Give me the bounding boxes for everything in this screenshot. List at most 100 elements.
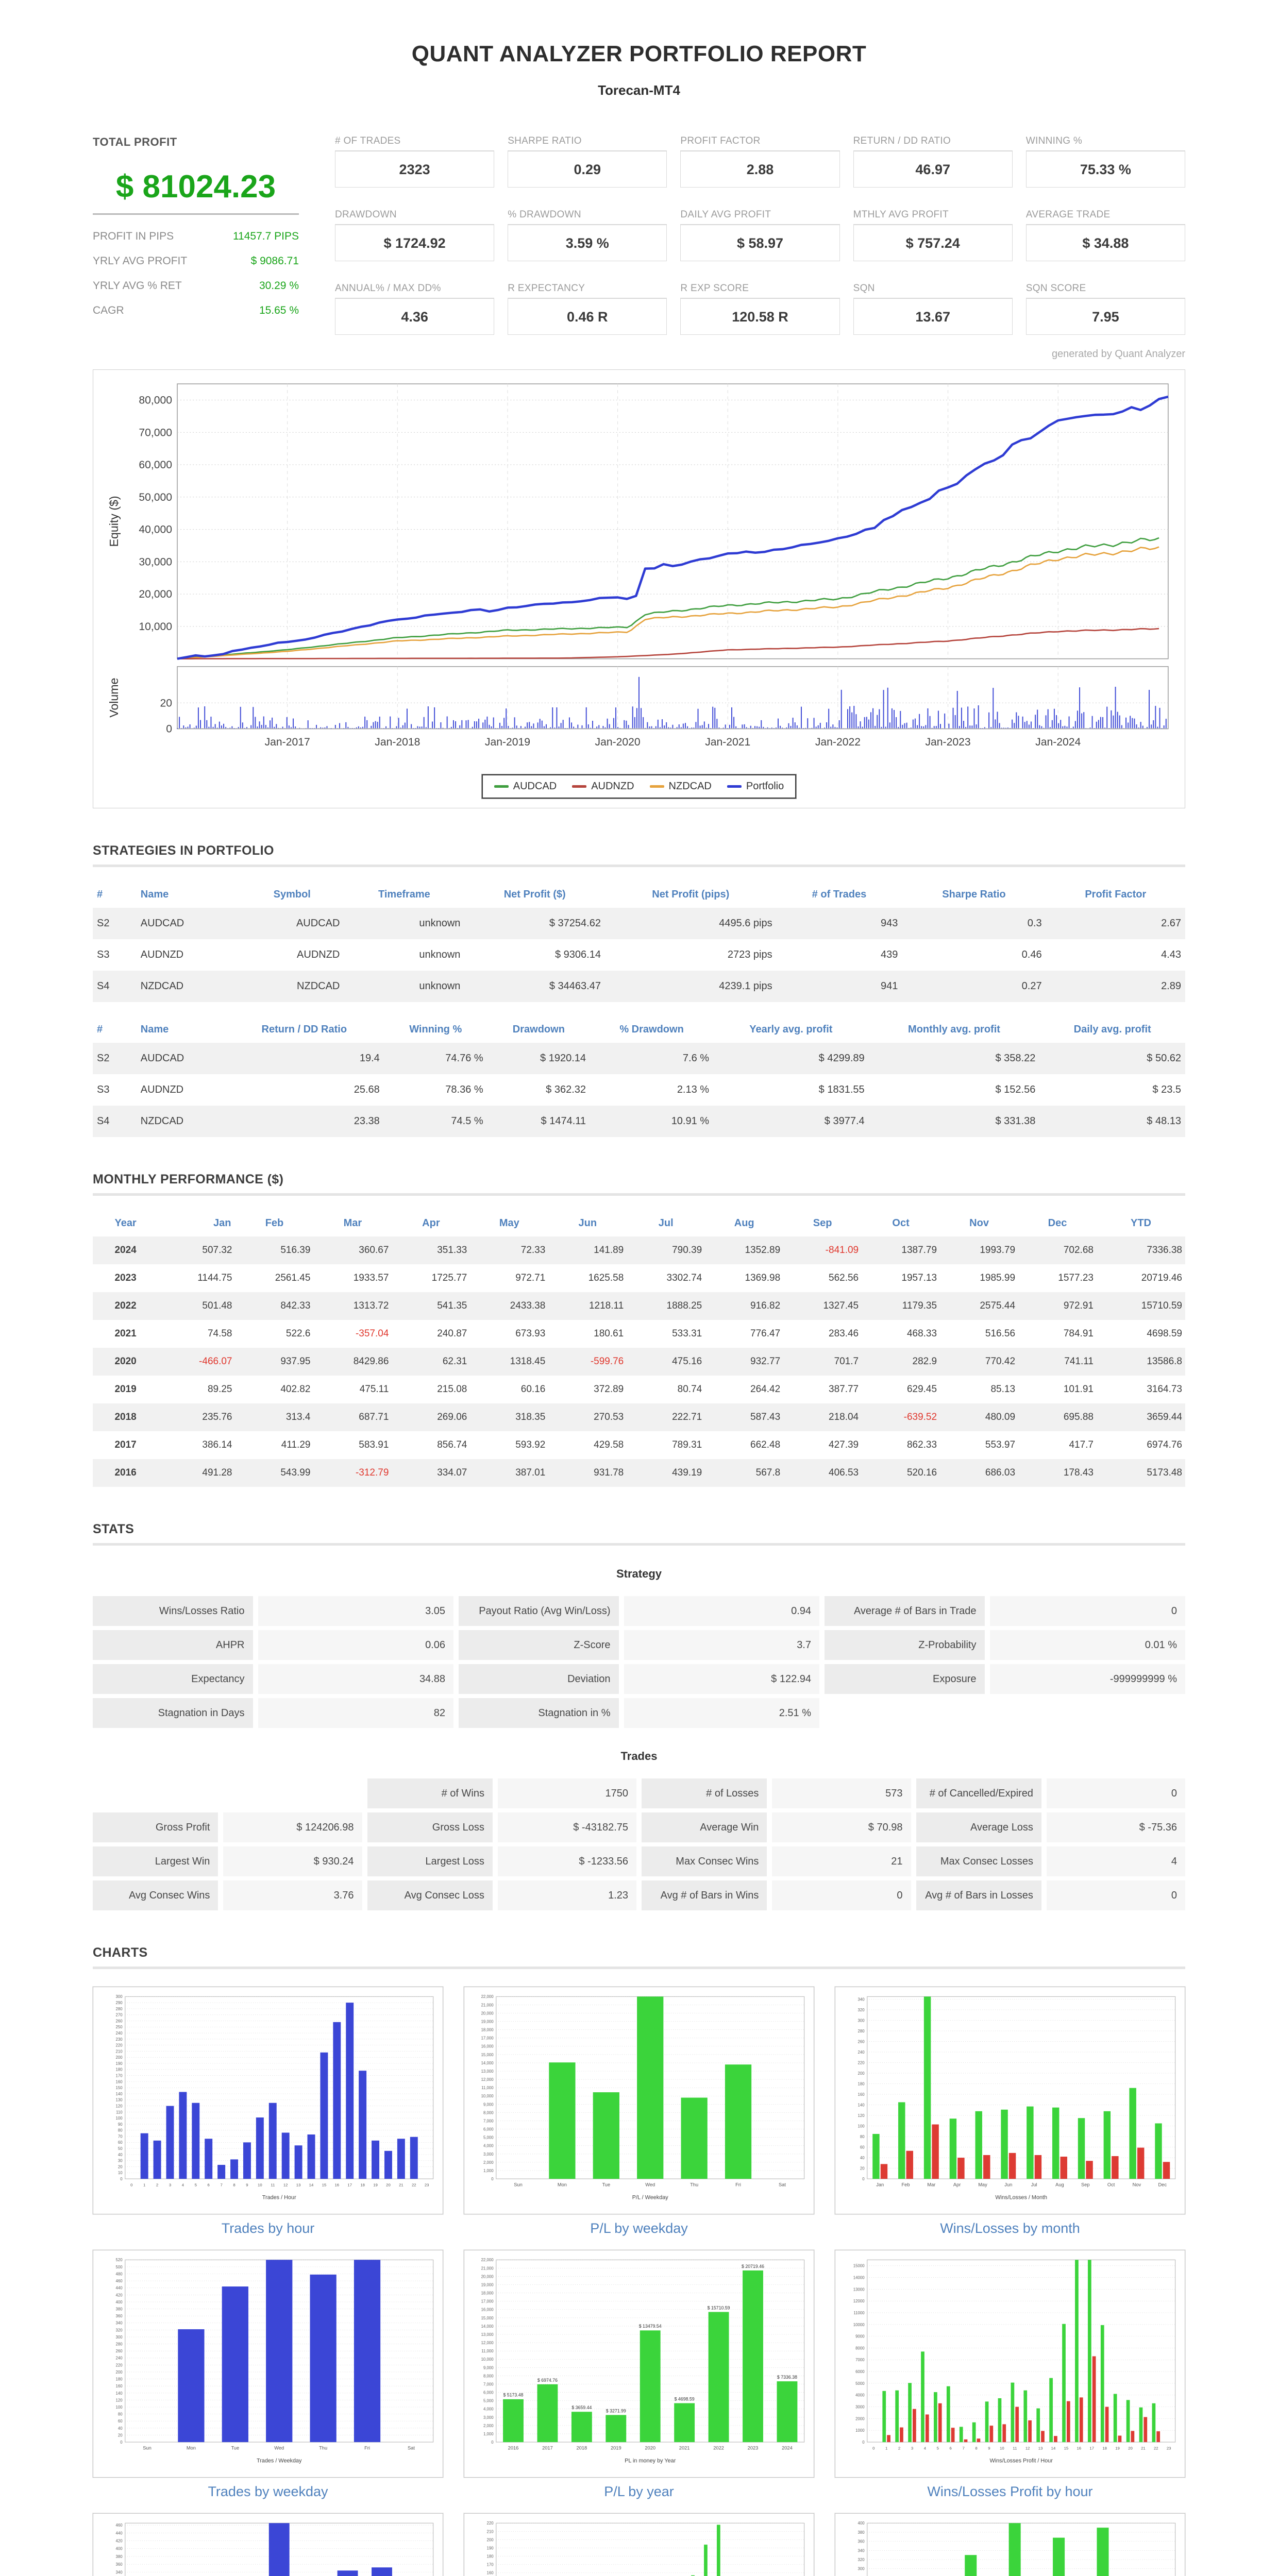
svg-text:0: 0 [166,723,172,735]
table-cell: 334.07 [392,1459,470,1487]
side-stat-value: $ 9086.71 [250,255,299,267]
svg-text:$ 15710.59: $ 15710.59 [708,2305,730,2310]
svg-text:100: 100 [115,2116,123,2121]
table-cell: 1625.58 [588,1273,624,1284]
svg-text:2018: 2018 [577,2446,587,2451]
stat-box-label: ANNUAL% / MAX DD% [335,283,495,299]
chart-frame: 0 1000 2000 3000 4000 5000 6000 7000 8000 9000 100… [834,2249,1186,2479]
table-header-row: # Name Return / DD Ratio Winning % Drawdown%… [93,1016,1185,1043]
table-cell: $ 37254.62 [464,908,605,940]
chart-caption: Wins/Losses Profit by hour [927,2484,1093,2500]
stat-value: 82 [258,1698,453,1728]
svg-text:160: 160 [115,2384,123,2388]
table-cell: 386.14 [202,1439,232,1451]
table-cell: S2 [93,1043,137,1075]
table-cell: 2016 [93,1459,159,1487]
svg-text:22,000: 22,000 [481,2258,494,2262]
table-cell: 25.68 [354,1084,380,1096]
table-cell: AUDNZD [140,949,184,961]
svg-text:22: 22 [1154,2446,1158,2451]
chart-frame: 0 1,000 2,000 3,000 4,000 5,000 6,000 7,000 8,00… [463,2249,815,2479]
table-cell: 3302.74 [666,1273,702,1284]
stat-box-value: $ 1724.92 [335,225,495,261]
page-title: QUANT ANALYZER PORTFOLIO REPORT [411,41,867,66]
stat-box: DRAWDOWN $ 1724.92 [335,209,495,261]
column-header: Nov [969,1217,989,1229]
stat-value: -999999999 % [989,1664,1185,1694]
svg-text:7,000: 7,000 [483,2119,494,2124]
stat-box-value: 75.33 % [1025,151,1185,188]
svg-text:280: 280 [115,2342,123,2347]
side-stat-value: 11457.7 PIPS [232,230,299,242]
svg-text:300: 300 [857,2018,865,2023]
table-cell: 439.19 [627,1459,705,1487]
table-cell: 2723 pips [727,949,772,961]
stat-box-label: SQN SCORE [1025,283,1185,299]
stat-value: 3.76 [223,1880,362,1911]
table-cell: S2 [93,908,137,940]
svg-text:Nov: Nov [1133,2182,1141,2188]
svg-text:240: 240 [857,2050,865,2055]
column-header: Sharpe Ratio [942,889,1006,901]
stat-label: Stagnation in Days [93,1698,253,1728]
stats-trades-grid: # of Wins 1750 # of Losses 573 # of Cancelle… [93,1778,1185,1911]
table-row: 2016 491.28 543.99 -312.79 334.07 387.01 931.7… [93,1459,1185,1487]
column-header: Profit Factor [1085,889,1147,901]
svg-text:$ 3659.44: $ 3659.44 [571,2405,592,2410]
legend-swatch [572,785,587,788]
table-cell: 74.58 [207,1328,232,1340]
svg-text:380: 380 [115,2554,123,2559]
svg-text:2016: 2016 [508,2446,519,2451]
svg-text:14,000: 14,000 [481,2061,494,2065]
table-cell: unknown [344,971,465,1003]
svg-text:5,000: 5,000 [483,2136,494,2140]
svg-text:18,000: 18,000 [481,2291,494,2296]
table-cell: 141.89 [548,1236,627,1265]
table-cell: 4.43 [1161,949,1181,961]
svg-text:18,000: 18,000 [481,2028,494,2032]
svg-text:Jan-2021: Jan-2021 [705,736,750,748]
column-header: Year [114,1217,137,1229]
table-row: S2 AUDCAD 19.4 74.76 % $ 1920.14 7.6 % $ 4299.… [93,1043,1185,1075]
svg-text:40: 40 [118,2426,123,2431]
svg-text:19,000: 19,000 [481,2020,494,2024]
legend-label: AUDNZD [591,781,634,792]
svg-text:2,000: 2,000 [483,2160,494,2165]
stat-box-label: R EXPECTANCY [508,283,667,299]
svg-text:3000: 3000 [855,2405,865,2410]
table-cell: 1369.98 [745,1273,781,1284]
table-cell: 593.92 [515,1439,546,1451]
stat-value: 0 [989,1596,1185,1626]
table-cell: 7.6 % [590,1043,714,1075]
svg-text:14000: 14000 [853,2276,865,2280]
svg-text:16: 16 [335,2183,340,2188]
svg-text:80: 80 [860,2134,865,2139]
table-cell: 19.4 [224,1043,384,1075]
svg-text:200: 200 [857,2071,865,2076]
svg-text:50,000: 50,000 [139,492,172,503]
table-cell: $ 1831.55 [818,1084,865,1096]
side-stat-label: PROFIT IN PIPS [93,230,174,242]
svg-text:30,000: 30,000 [139,556,172,568]
svg-text:320: 320 [857,2008,865,2012]
svg-text:40: 40 [860,2156,865,2160]
svg-text:14: 14 [309,2183,314,2188]
svg-text:6000: 6000 [855,2369,865,2374]
svg-text:7: 7 [220,2183,222,2188]
svg-text:13: 13 [296,2183,301,2188]
table-cell: 1985.99 [980,1273,1016,1284]
svg-text:360: 360 [115,2562,123,2567]
table-cell: 2020 [93,1348,159,1376]
svg-text:$ 5173.48: $ 5173.48 [503,2393,523,2398]
table-cell: 7336.38 [1096,1236,1185,1265]
svg-text:$ 7336.38: $ 7336.38 [777,2375,797,2380]
svg-text:270: 270 [115,2013,123,2018]
table-cell: 74.5 % [383,1106,487,1138]
table-cell: 0.46 [1021,949,1042,961]
svg-text:Tue: Tue [231,2446,239,2451]
stat-label: Payout Ratio (Avg Win/Loss) [459,1596,619,1626]
table-cell: unknown [419,949,461,961]
chart-wl-by-hour: 0102030405060708090100110120130140150160… [463,2513,815,2576]
column-header: Jan [213,1217,231,1229]
svg-text:300: 300 [857,2567,865,2571]
